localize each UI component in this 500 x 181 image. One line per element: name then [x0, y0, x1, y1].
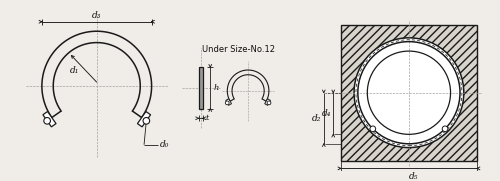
Text: d₁: d₁ — [70, 66, 78, 75]
Text: d₀: d₀ — [160, 140, 170, 149]
Bar — [199, 67, 202, 109]
Circle shape — [44, 117, 51, 124]
Polygon shape — [43, 111, 56, 127]
Circle shape — [370, 126, 376, 132]
Text: d₃: d₃ — [92, 11, 102, 20]
Circle shape — [143, 117, 150, 124]
Bar — [341, 25, 477, 161]
Text: d₂: d₂ — [312, 114, 321, 123]
Circle shape — [442, 126, 448, 132]
Circle shape — [267, 101, 271, 105]
Circle shape — [357, 41, 461, 145]
Circle shape — [354, 38, 464, 148]
Polygon shape — [264, 99, 270, 105]
Text: Under Size-No.12: Under Size-No.12 — [202, 45, 275, 54]
Polygon shape — [226, 99, 232, 105]
Text: h: h — [213, 84, 218, 92]
Polygon shape — [138, 111, 150, 127]
Text: d₅: d₅ — [409, 172, 418, 181]
Text: d₄: d₄ — [322, 109, 332, 118]
Circle shape — [226, 101, 229, 105]
Text: t: t — [206, 114, 209, 122]
